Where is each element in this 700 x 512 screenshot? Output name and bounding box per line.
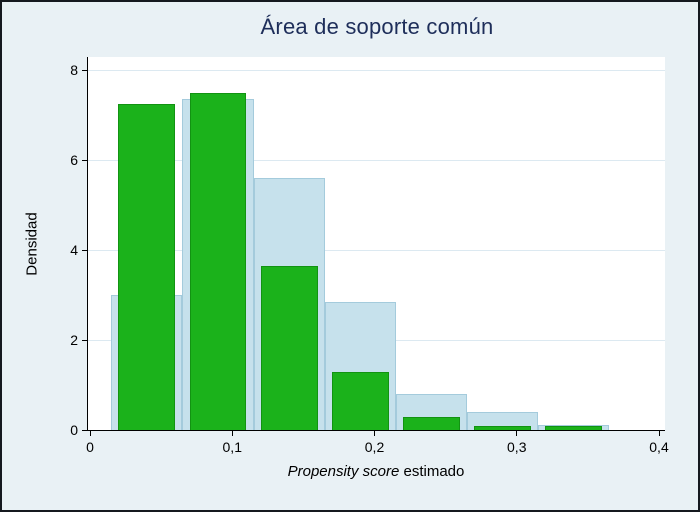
y-tick-mark	[82, 249, 87, 251]
x-tick-label: 0,1	[222, 439, 242, 455]
y-tick-mark	[82, 69, 87, 71]
x-tick-mark	[374, 431, 375, 436]
y-tick-label: 4	[70, 242, 78, 258]
x-tick-mark	[89, 431, 91, 436]
plot-area: 0 2 4 6 8 0 0,1 0,2 0,3 0,4	[70, 57, 669, 455]
x-tick-mark	[658, 431, 660, 436]
chart-title: Área de soporte común	[260, 14, 494, 39]
y-gridline	[88, 69, 665, 71]
x-axis-label: Propensity score estimado	[87, 463, 665, 480]
bar-green-5	[474, 425, 531, 430]
bar-green-2	[260, 265, 318, 430]
y-gridline	[88, 249, 665, 251]
y-tick-mark	[82, 159, 87, 161]
y-tick-mark	[82, 429, 87, 431]
x-tick-mark	[516, 431, 518, 436]
y-tick-label: 8	[70, 62, 78, 78]
y-tick-label: 0	[70, 422, 78, 438]
x-axis-label-italic: Propensity score	[287, 463, 400, 480]
x-axis-label-normal: estimado	[399, 463, 465, 480]
bar-green-6	[545, 425, 603, 430]
x-tick-label: 0,2	[364, 439, 385, 455]
x-tick-mark	[231, 431, 233, 436]
bar-green-0	[118, 103, 176, 430]
y-tick-mark	[82, 339, 87, 341]
bar-green-1	[189, 92, 247, 430]
bar-green-4	[402, 416, 460, 430]
x-tick-label: 0	[86, 439, 94, 455]
y-tick-label: 6	[70, 152, 78, 168]
x-tick-label: 0,3	[507, 439, 527, 455]
x-tick-label: 0,4	[649, 439, 669, 455]
y-tick-label: 2	[70, 332, 78, 348]
y-gridline	[88, 159, 665, 161]
y-axis-label: Densidad	[23, 212, 41, 276]
bar-green-3	[331, 371, 389, 430]
